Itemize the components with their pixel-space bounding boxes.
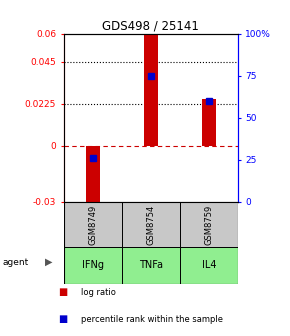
Bar [202,99,216,145]
Bar [122,202,180,247]
Text: log ratio: log ratio [81,288,116,297]
Bar [144,34,158,145]
Bar [180,202,238,247]
Text: GSM8759: GSM8759 [204,205,213,245]
Text: ■: ■ [58,287,67,297]
Text: TNFa: TNFa [139,260,163,270]
Text: IL4: IL4 [202,260,216,270]
Text: IFNg: IFNg [82,260,104,270]
Title: GDS498 / 25141: GDS498 / 25141 [102,19,199,33]
Bar [64,202,122,247]
Bar [64,247,122,284]
Text: agent: agent [3,257,29,266]
Bar [180,247,238,284]
Text: GSM8754: GSM8754 [146,205,155,245]
Text: percentile rank within the sample: percentile rank within the sample [81,315,223,324]
Bar [122,247,180,284]
Text: ■: ■ [58,314,67,324]
Bar [86,145,100,209]
Text: ▶: ▶ [45,257,52,267]
Text: GSM8749: GSM8749 [88,205,97,245]
